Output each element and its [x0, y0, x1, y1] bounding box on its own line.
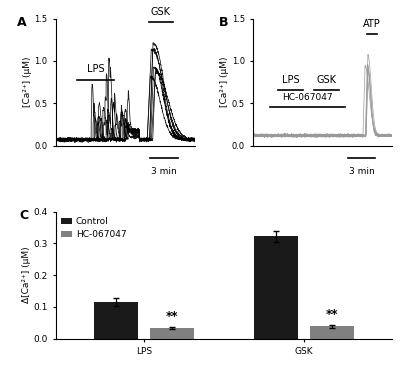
Text: C: C [19, 209, 28, 222]
Text: ATP: ATP [363, 19, 381, 29]
Bar [150, 328, 194, 339]
Bar [254, 236, 298, 339]
Text: LPS: LPS [282, 75, 300, 84]
Text: HC-067047: HC-067047 [282, 93, 333, 102]
Text: 3 min: 3 min [152, 167, 177, 176]
Bar [94, 302, 138, 339]
Text: 3 min: 3 min [348, 167, 374, 176]
Bar [310, 327, 354, 339]
Y-axis label: Δ[Ca²⁺] (μM): Δ[Ca²⁺] (μM) [22, 247, 30, 303]
Text: **: ** [166, 310, 178, 323]
Text: A: A [17, 16, 27, 29]
Text: GSK: GSK [151, 7, 171, 17]
Y-axis label: [Ca²⁺] (μM): [Ca²⁺] (μM) [23, 57, 32, 108]
Text: **: ** [326, 308, 338, 321]
Legend: Control, HC-067047: Control, HC-067047 [58, 214, 130, 243]
Text: B: B [218, 16, 228, 29]
Y-axis label: [Ca²⁺] (μM): [Ca²⁺] (μM) [220, 57, 229, 108]
Text: LPS: LPS [87, 64, 104, 74]
Text: GSK: GSK [317, 75, 337, 84]
